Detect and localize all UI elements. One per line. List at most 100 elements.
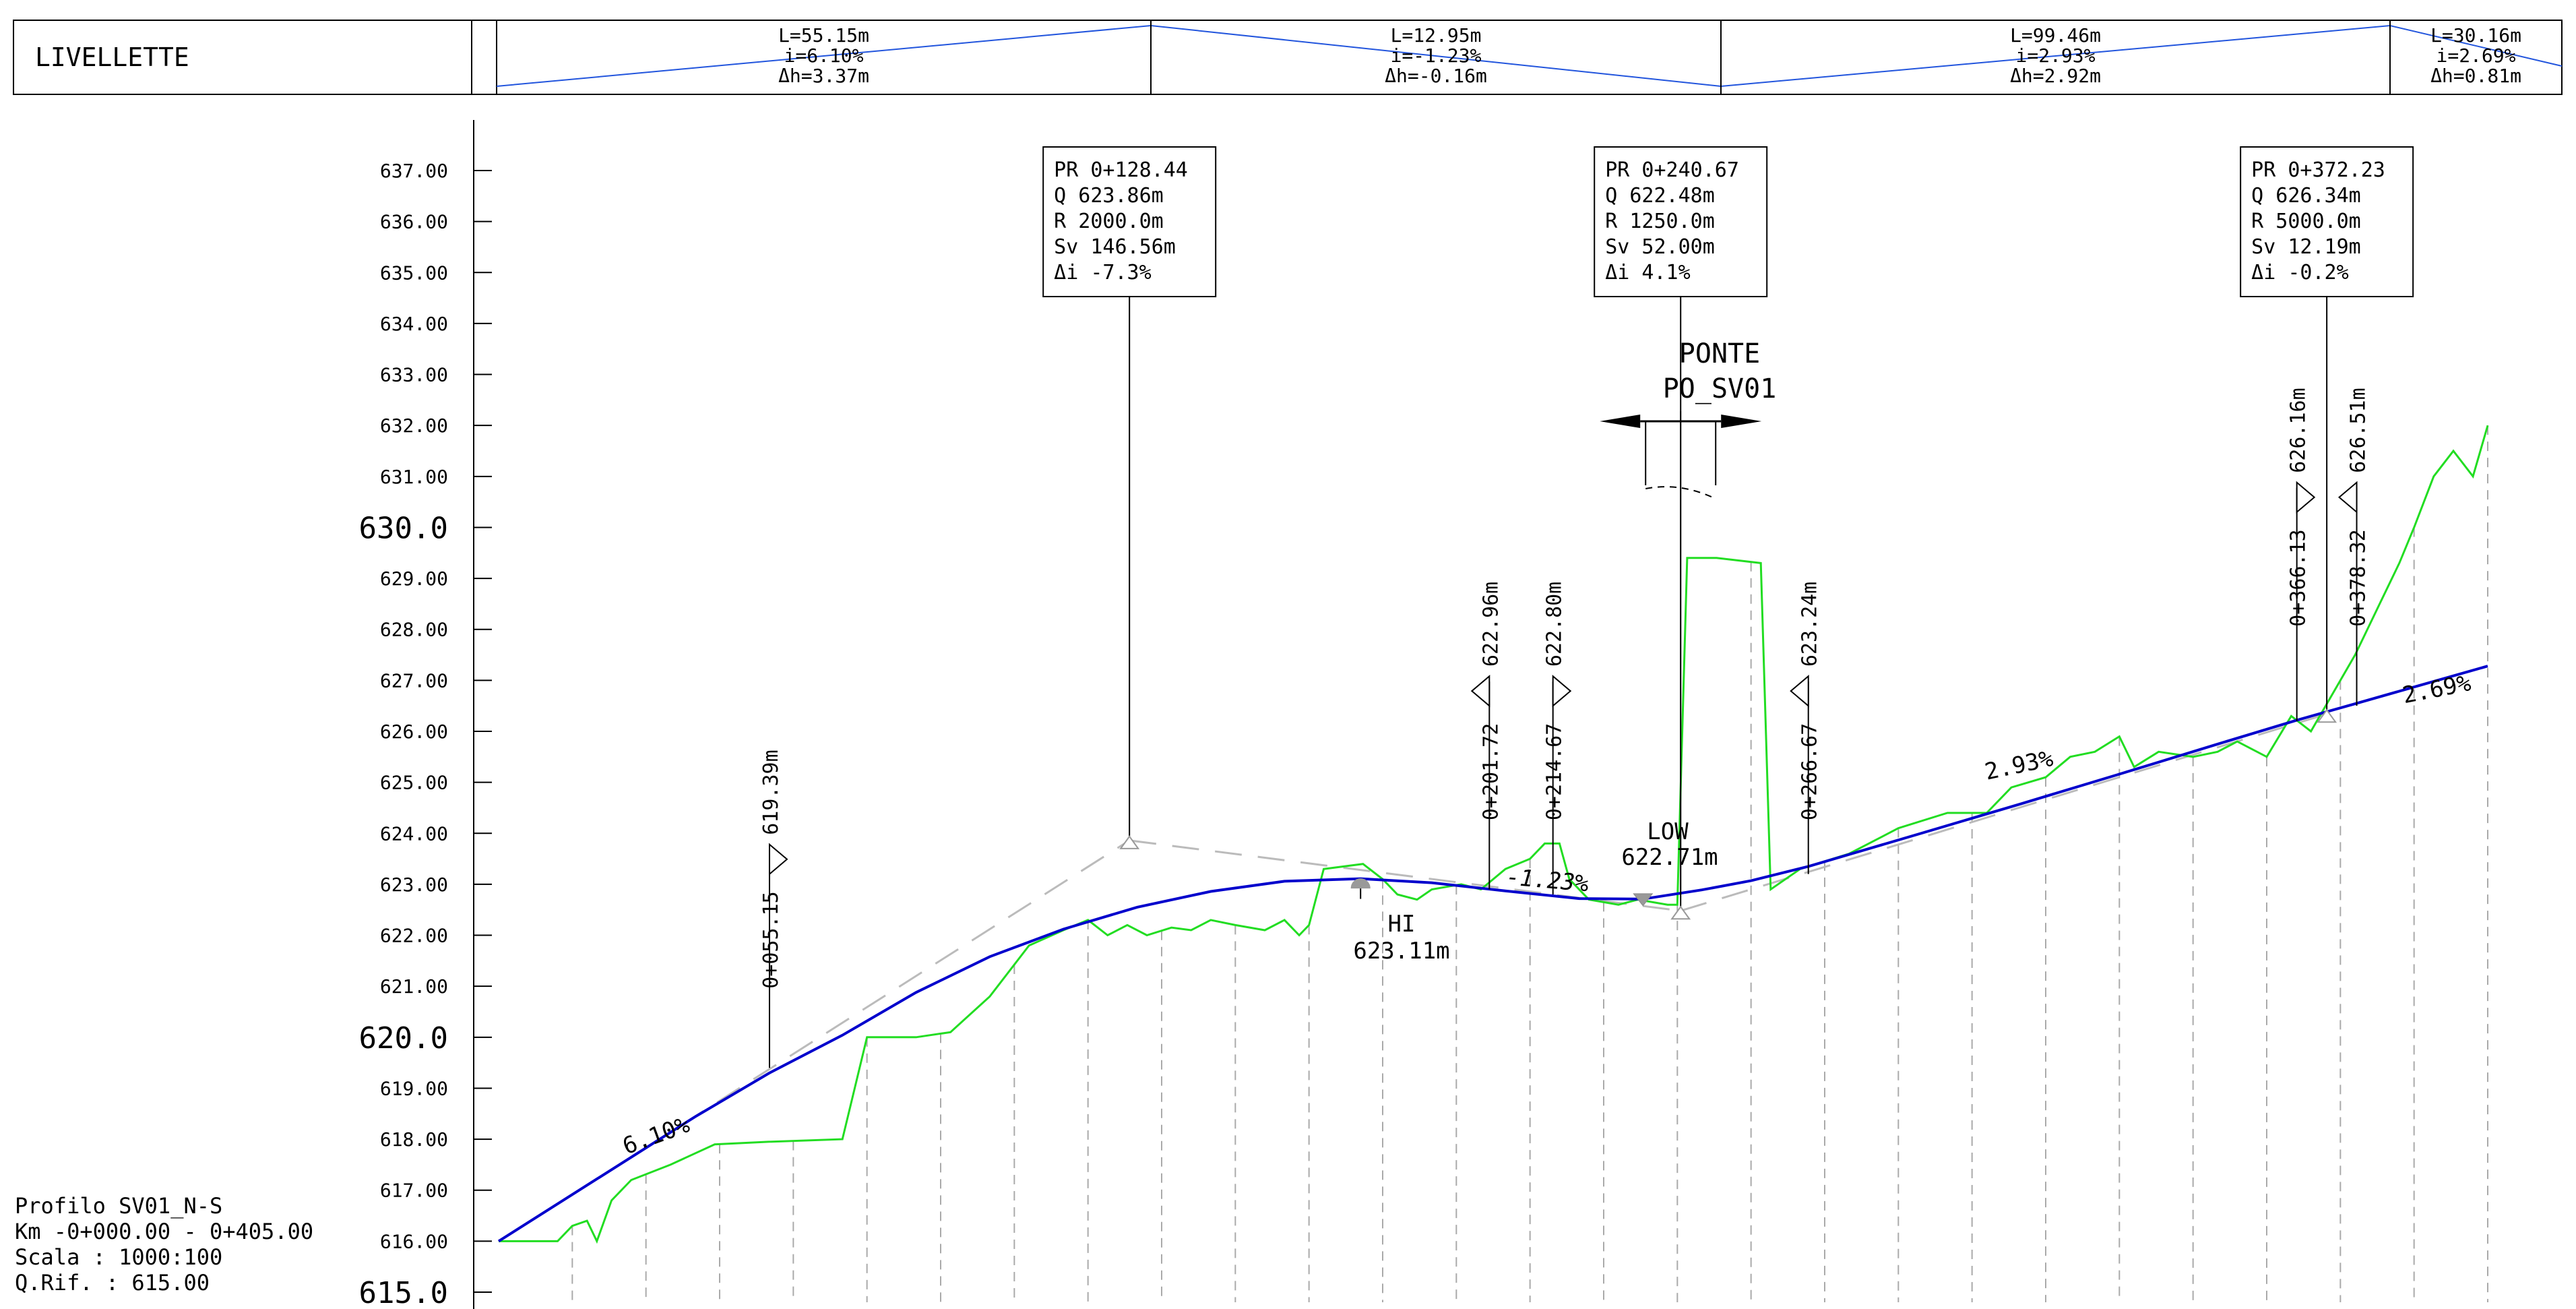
callout-line: Q 622.48m — [1605, 184, 1715, 208]
marker-station: 0+266.67 — [1798, 723, 1822, 821]
elevation-marker: 0+266.67 623.24m — [1790, 582, 1822, 874]
y-tick-label: 630.0 — [359, 511, 448, 545]
segment-dh: Δh=-0.16m — [1385, 65, 1487, 87]
vertex-triangle-icon — [2317, 708, 2337, 723]
callout-line: PR 0+240.67 — [1605, 158, 1739, 182]
y-tick-label: 633.00 — [380, 364, 448, 386]
hi-label: HI — [1388, 911, 1416, 938]
segment-slope: i=6.10% — [784, 44, 863, 67]
grade-tangent-line — [1680, 712, 2327, 912]
callout-line: PR 0+372.23 — [2251, 158, 2385, 182]
info-scale: Scala : 1000:100 — [15, 1244, 222, 1270]
low-point-icon — [1633, 893, 1654, 907]
y-tick-label: 625.00 — [380, 772, 448, 794]
callout-box — [1594, 146, 1768, 297]
y-tick-label: 619.00 — [380, 1077, 448, 1099]
marker-station: 0+201.72 — [1479, 723, 1503, 821]
grade-label: 6.10% — [619, 1112, 693, 1161]
segment-slope: i=2.69% — [2436, 44, 2515, 67]
y-tick-label: 623.00 — [380, 874, 448, 896]
callout-line: R 1250.0m — [1605, 210, 1715, 233]
terrain-profile-line — [499, 425, 2489, 1244]
elevation-markers: 0+055.15 619.39m 0+201.72 622.96m 0+214.67 62… — [759, 388, 2370, 1068]
callout-line: R 5000.0m — [2251, 210, 2361, 233]
y-tick-label: 629.00 — [380, 568, 448, 590]
callout-line: Δi 4.1% — [1605, 261, 1690, 284]
y-tick-label: 620.0 — [359, 1021, 448, 1056]
y-tick-label: 622.00 — [380, 925, 448, 947]
elevation-marker: 0+201.72 622.96m — [1470, 582, 1503, 890]
marker-station: 0+214.67 — [1543, 723, 1567, 821]
y-tick-label: 617.00 — [380, 1180, 448, 1202]
grade-tangent-line — [1129, 839, 1681, 912]
marker-elevation: 622.96m — [1479, 582, 1503, 667]
marker-elevation: 626.51m — [2347, 388, 2370, 473]
vertex-triangle-icon — [1119, 835, 1140, 849]
y-tick-label: 618.00 — [380, 1128, 448, 1151]
elevation-marker: 0+378.32 626.51m — [2337, 388, 2370, 706]
callout-line: Q 623.86m — [1054, 184, 1164, 208]
callout-box — [1042, 146, 1217, 297]
header-segments: L=55.15mi=6.10%Δh=3.37mL=12.95mi=-1.23%Δ… — [496, 20, 2563, 94]
marker-elevation: 622.80m — [1543, 582, 1567, 667]
station-lines — [571, 425, 2488, 1302]
info-profile: Profilo SV01_N-S — [15, 1193, 222, 1219]
y-tick-label: 624.00 — [380, 822, 448, 845]
segment-dh: Δh=3.37m — [778, 65, 869, 87]
marker-flag-icon — [1470, 675, 1490, 708]
hi-point-icon — [1350, 878, 1371, 889]
segment-dh: Δh=0.81m — [2430, 65, 2521, 87]
header-title: LIVELLETTE — [35, 42, 189, 72]
elevation-marker: 0+366.13 626.16m — [2287, 388, 2316, 721]
y-tick-label: 616.00 — [380, 1230, 448, 1252]
grade-line — [497, 665, 2488, 1243]
bridge-right-arrow-icon — [1721, 415, 1762, 428]
marker-station: 0+366.13 — [2287, 529, 2311, 627]
marker-flag-icon — [2296, 481, 2316, 514]
y-tick-label: 637.00 — [380, 160, 448, 182]
segment-length: L=30.16m — [2430, 24, 2521, 47]
info-qrif: Q.Rif. : 615.00 — [15, 1270, 210, 1296]
bridge-symbol: PONTE PO_SV01 — [1600, 338, 1776, 890]
info-block: Profilo SV01_N-S Km -0+000.00 - 0+405.00… — [15, 1193, 313, 1296]
low-elevation: 622.71m — [1621, 844, 1718, 871]
hi-elevation: 623.11m — [1353, 938, 1449, 965]
elevation-marker: 0+055.15 619.39m — [759, 750, 788, 1068]
callout-line: Sv 52.00m — [1605, 235, 1715, 259]
y-tick-label: 634.00 — [380, 313, 448, 335]
y-tick-label: 628.00 — [380, 619, 448, 641]
grade-label: 2.93% — [1982, 745, 2055, 785]
marker-elevation: 623.24m — [1798, 582, 1822, 667]
y-tick-label: 635.00 — [380, 262, 448, 284]
callout-line: Δi -0.2% — [2251, 261, 2349, 284]
marker-flag-icon — [768, 843, 788, 876]
hi-low-points: HI 623.11m LOW 622.71m — [1350, 818, 1718, 965]
callout-line: Q 626.34m — [2251, 184, 2361, 208]
callout-line: Δi -7.3% — [1054, 261, 1152, 284]
marker-flag-icon — [1790, 675, 1809, 708]
segment-length: L=99.46m — [2010, 24, 2101, 47]
marker-elevation: 619.39m — [759, 750, 783, 834]
bridge-code: PO_SV01 — [1663, 373, 1777, 404]
segment-slope: i=-1.23% — [1391, 44, 1482, 67]
marker-station: 0+378.32 — [2347, 529, 2370, 627]
segment-dh: Δh=2.92m — [2010, 65, 2101, 87]
info-km: Km -0+000.00 - 0+405.00 — [15, 1219, 313, 1244]
segment-slope: i=2.93% — [2015, 44, 2095, 67]
y-axis-ticks: 637.00 636.00 635.00 634.00 633.00 632.00 631.… — [359, 160, 492, 1309]
segment-length: L=12.95m — [1391, 24, 1482, 47]
low-label: LOW — [1647, 818, 1689, 845]
y-tick-label: 621.00 — [380, 975, 448, 998]
callout-line: Sv 146.56m — [1054, 235, 1176, 259]
callout-line: PR 0+128.44 — [1054, 158, 1188, 182]
header-frame — [13, 20, 2563, 95]
